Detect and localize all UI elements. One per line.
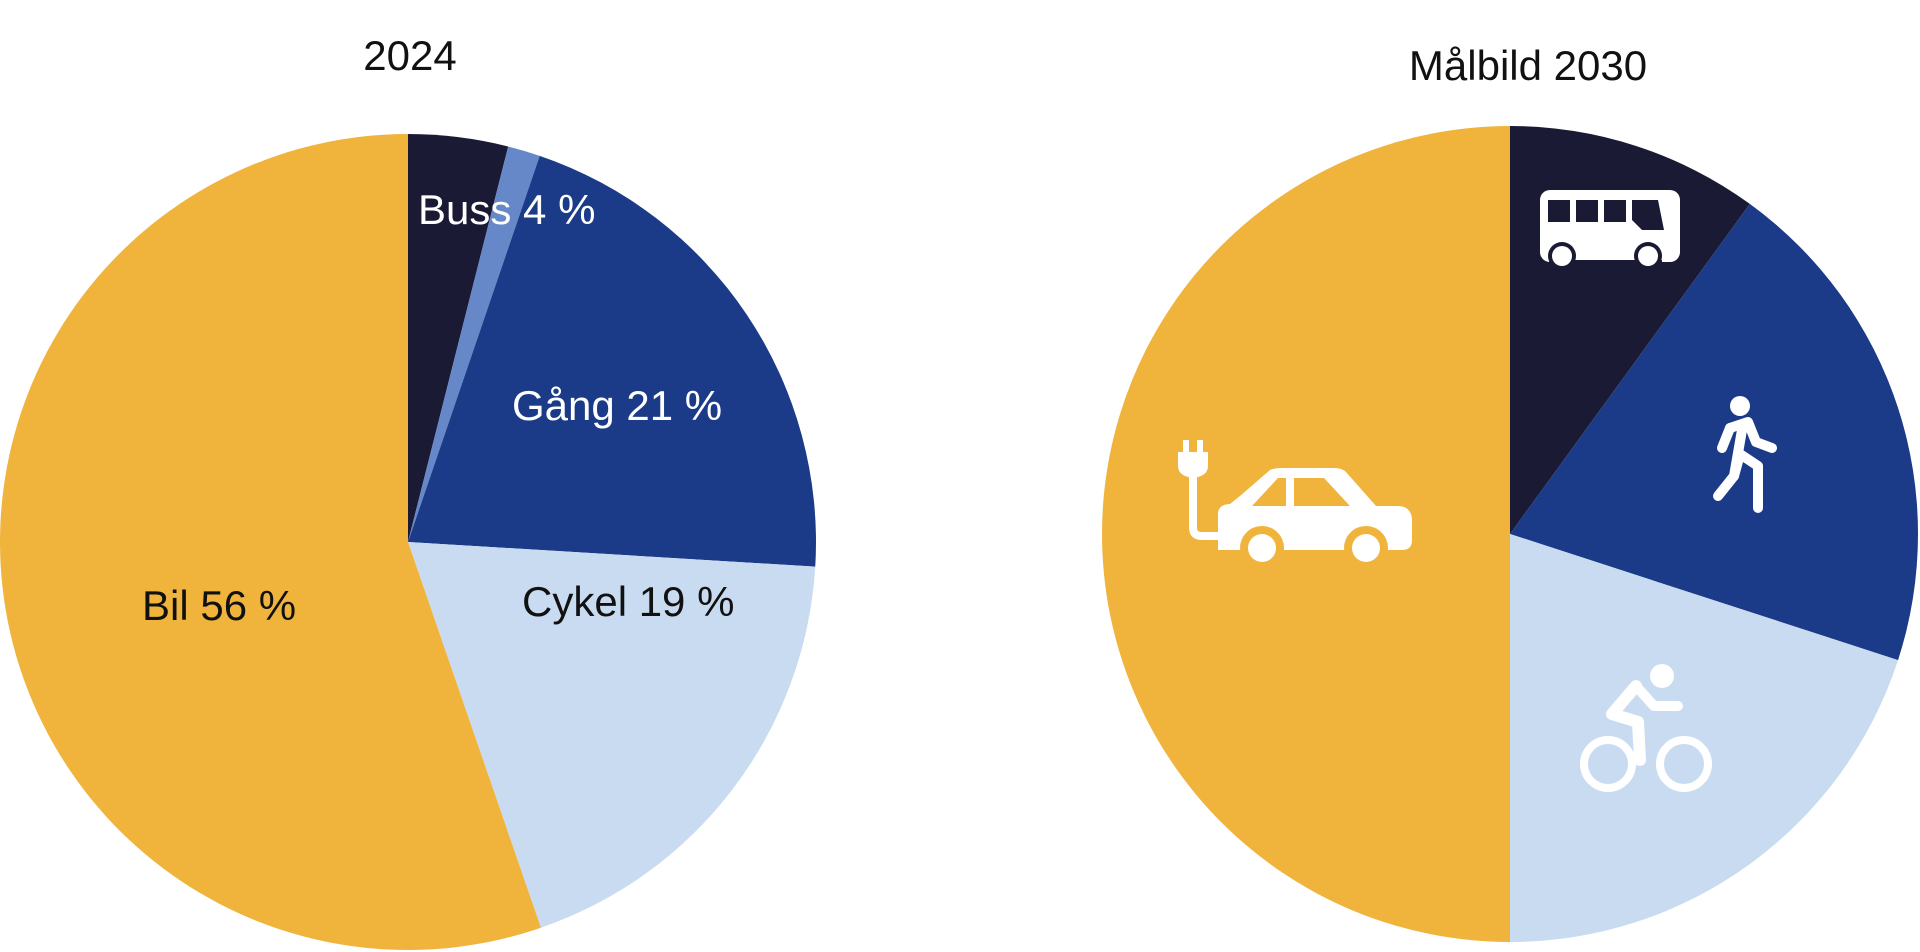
pie-0-label-cykel: Cykel 19 % xyxy=(522,578,734,625)
electric-car-icon xyxy=(1178,440,1412,570)
pie-2024-title: 2024 xyxy=(363,32,456,79)
pie-0-slice-gang xyxy=(408,155,816,567)
pie-0-label-gang: Gång 21 % xyxy=(512,382,722,429)
pie-2024 xyxy=(0,134,816,950)
pie-0-slice-unlabeled xyxy=(408,146,540,543)
pie-0-label-bil: Bil 56 % xyxy=(142,582,296,629)
pie-0-slice-buss xyxy=(408,134,509,542)
pie-0-label-buss: Buss 4 % xyxy=(418,186,595,233)
pie-1-slice-gang xyxy=(1510,203,1919,661)
pie-1-slice-cykel xyxy=(1510,534,1899,942)
walking-person-icon xyxy=(1713,396,1777,513)
bus-icon xyxy=(1540,190,1680,270)
pie-0-slice-cykel xyxy=(408,542,816,928)
pie-2030-title: Målbild 2030 xyxy=(1409,42,1647,89)
pie-2024-labels: Buss 4 % Gång 21 % Cykel 19 % Bil 56 % xyxy=(142,186,734,629)
pie-0-slice-bil xyxy=(0,134,541,950)
bicycle-icon xyxy=(1580,664,1712,792)
